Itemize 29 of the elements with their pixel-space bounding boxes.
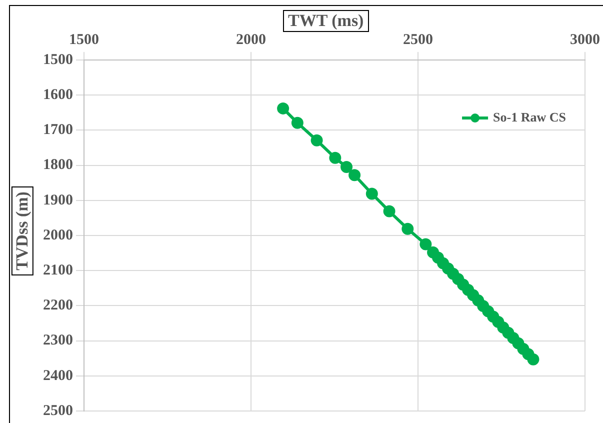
y-tick-label: 1700 <box>43 122 73 138</box>
point <box>310 134 323 146</box>
legend-label: So-1 Raw CS <box>493 109 566 124</box>
point <box>402 222 414 235</box>
y-tick-label: 2200 <box>43 298 73 314</box>
point <box>348 169 361 182</box>
y-tick-label: 2400 <box>43 368 73 384</box>
point <box>340 161 353 174</box>
point <box>366 188 378 200</box>
y-tick-label: 2500 <box>43 402 73 419</box>
y-tick-label: 1600 <box>43 86 73 103</box>
point <box>329 152 342 164</box>
x-tick-label: 2000 <box>236 32 266 48</box>
point <box>277 102 290 114</box>
y-tick-label: 2300 <box>43 332 73 349</box>
y-axis-title: TVDss (m) <box>11 186 34 276</box>
x-tick-label: 3000 <box>570 32 600 48</box>
y-tick-label: 1900 <box>43 192 73 208</box>
y-tick-label: 1500 <box>43 52 73 68</box>
point <box>291 116 304 129</box>
y-tick-label: 1800 <box>43 157 73 174</box>
point <box>420 238 432 250</box>
x-tick-label: 1500 <box>69 32 99 48</box>
point <box>527 353 540 366</box>
y-tick-label: 2100 <box>43 262 73 278</box>
x-tick-label: 2500 <box>403 32 433 48</box>
point <box>383 205 396 218</box>
x-axis-title: TWT (ms) <box>283 10 369 32</box>
y-tick-label: 2000 <box>43 227 73 244</box>
